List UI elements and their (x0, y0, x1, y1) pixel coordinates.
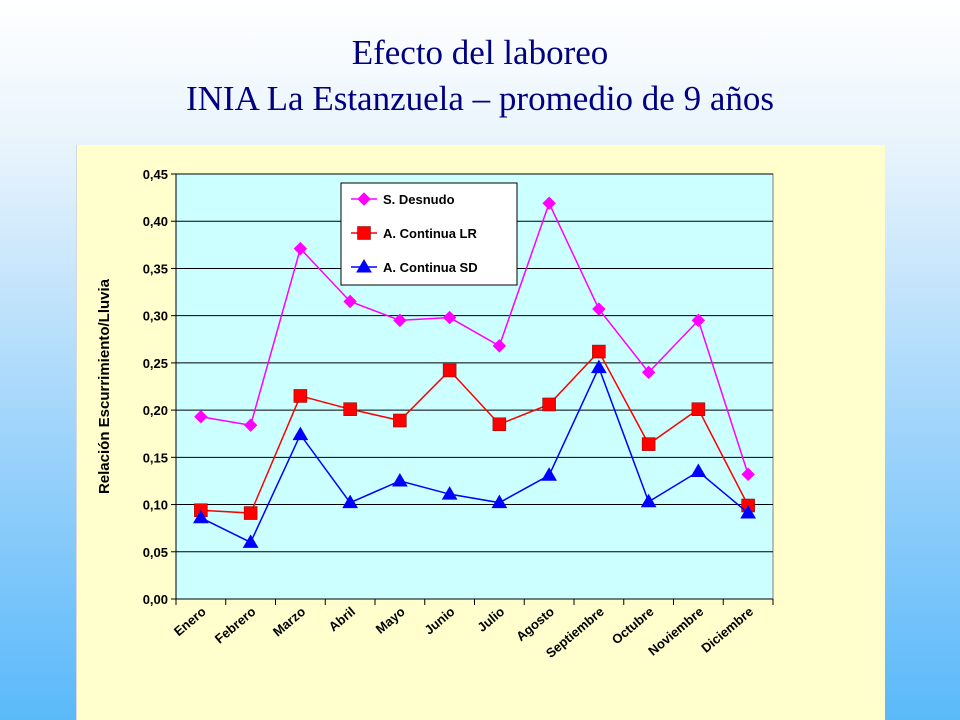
data-point-marker (592, 302, 606, 316)
series-1 (194, 196, 755, 482)
data-point-marker (243, 418, 258, 432)
data-point-marker (591, 359, 607, 374)
y-axis-title: Relación Escurrimiento/Lluvia (96, 278, 113, 494)
x-tick-label: Agosto (513, 604, 557, 644)
legend-marker (357, 192, 371, 206)
y-tick-label: 0,35 (143, 261, 168, 276)
legend-marker (357, 226, 371, 240)
data-point-marker (441, 486, 458, 500)
y-tick-label: 0,25 (143, 356, 168, 371)
chart-panel: 0,00 0,05 0,10 0,15 0,20 0,25 0,30 0,35 0,40 0,45… (76, 145, 885, 720)
data-point-marker (393, 413, 407, 428)
x-tick-label: Noviembre (645, 604, 706, 659)
data-point-marker (392, 472, 408, 487)
data-point-marker (640, 493, 657, 508)
x-tick-label: Marzo (270, 604, 308, 640)
data-point-marker (741, 467, 755, 482)
legend-marker (356, 259, 372, 273)
data-point-marker (542, 397, 556, 412)
legend-label: S. Desnudo (383, 192, 455, 207)
data-point-marker (691, 313, 706, 328)
legend: S. Desnudo A. Continua LR A. Continua SD (340, 182, 518, 286)
data-point-marker (641, 437, 656, 451)
data-point-marker (194, 410, 208, 424)
data-point-marker (343, 294, 357, 309)
legend-label: A. Continua SD (383, 260, 478, 275)
series-line (200, 201, 749, 475)
series-3 (193, 359, 756, 548)
legend-item: A. Continua SD (351, 259, 478, 275)
legend-item: A. Continua LR (351, 226, 477, 241)
data-point-marker (541, 467, 557, 481)
x-tick-label: Febrero (212, 604, 259, 647)
x-tick-label: Diciembre (698, 604, 756, 656)
y-tick-label: 0,40 (143, 214, 168, 229)
axes (171, 173, 774, 605)
data-point-marker (342, 494, 358, 509)
data-point-marker (292, 426, 309, 441)
data-point-marker (740, 505, 756, 519)
x-tick-label: Octubre (609, 604, 657, 648)
y-tick-label: 0,45 (143, 167, 168, 182)
y-tick-labels: 0,00 0,05 0,10 0,15 0,20 0,25 0,30 0,35 0,40 0,45 (143, 167, 168, 607)
data-point-marker (442, 310, 457, 325)
data-point-marker (442, 363, 457, 378)
legend-item: S. Desnudo (351, 192, 455, 207)
x-tick-label: Junio (421, 604, 457, 638)
y-tick-label: 0,30 (143, 309, 168, 324)
x-tick-labels: Enero Febrero Marzo Abril Mayo Junio Julio Agos… (171, 604, 756, 661)
data-point-marker (690, 463, 707, 477)
data-point-marker (243, 506, 258, 520)
y-tick-label: 0,05 (143, 545, 168, 560)
y-tick-label: 0,10 (143, 498, 168, 513)
data-point-marker (592, 344, 606, 359)
data-point-marker (293, 241, 308, 256)
slide-title-line2: INIA La Estanzuela – promedio de 9 años (185, 79, 774, 118)
slide-title-line1: Efecto del laboreo (351, 33, 609, 72)
line-chart: 0,00 0,05 0,10 0,15 0,20 0,25 0,30 0,35 0,40 0,45… (96, 167, 774, 661)
data-point-marker (641, 365, 656, 380)
y-tick-label: 0,20 (143, 403, 168, 418)
data-point-marker (491, 494, 508, 509)
data-point-marker (242, 534, 259, 548)
data-point-marker (293, 389, 308, 403)
x-tick-label: Enero (171, 604, 209, 639)
series-line (200, 365, 749, 544)
data-point-marker (343, 402, 357, 416)
series-2 (194, 344, 755, 520)
series-line (200, 350, 749, 514)
x-tick-label: Julio (474, 604, 507, 635)
data-point-marker (542, 196, 556, 210)
data-point-marker (393, 313, 407, 328)
data-point-marker (193, 509, 209, 524)
data-point-marker (492, 417, 507, 432)
y-tick-label: 0,00 (143, 592, 168, 607)
legend-label: A. Continua LR (383, 226, 477, 241)
x-tick-label: Abril (326, 604, 358, 635)
y-tick-label: 0,15 (143, 450, 168, 465)
series-layer (193, 196, 756, 548)
gridlines (176, 173, 773, 553)
data-point-marker (691, 402, 706, 416)
data-point-marker (492, 339, 507, 353)
x-tick-label: Mayo (373, 604, 408, 637)
